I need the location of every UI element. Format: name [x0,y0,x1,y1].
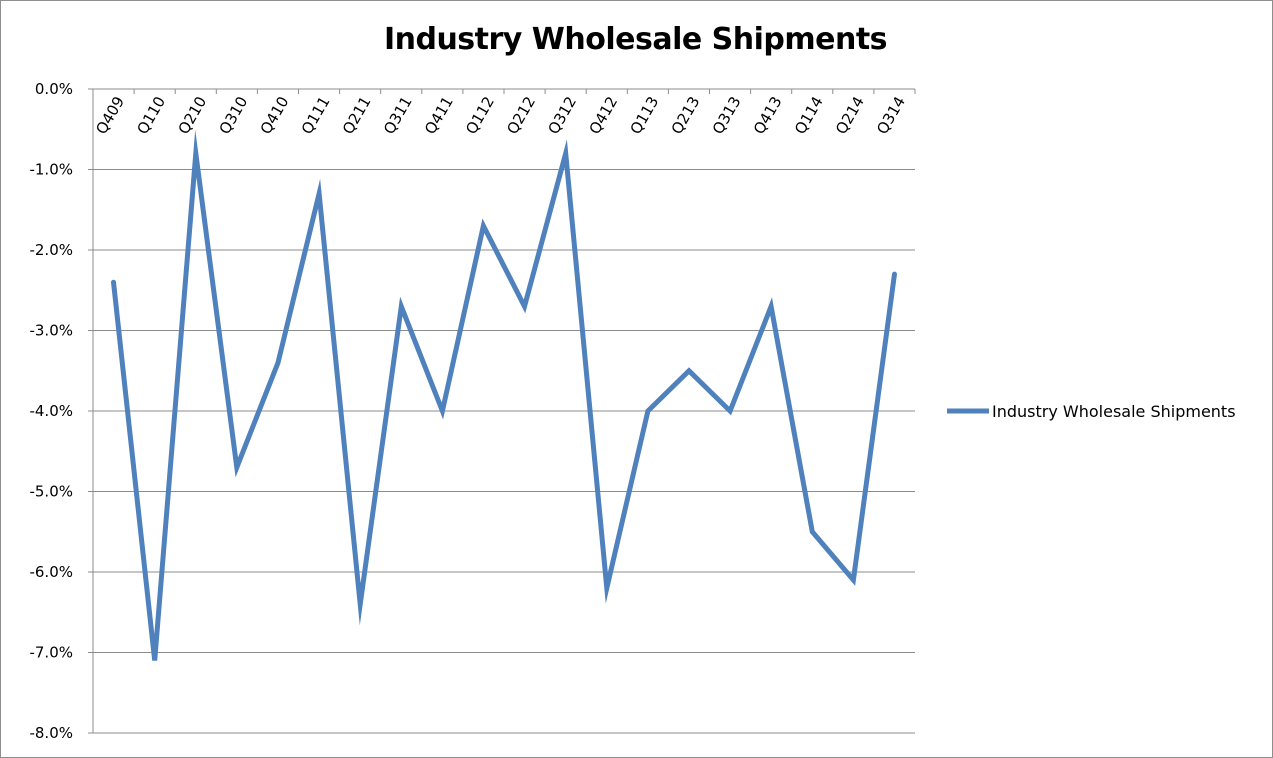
y-tick-label: -1.0% [29,161,73,179]
x-tick-label: Q214 [832,93,868,137]
x-tick-label: Q114 [791,93,827,137]
x-tick-label: Q113 [627,93,663,137]
x-tick-label: Q410 [257,93,293,137]
y-tick-label: -5.0% [29,483,73,501]
y-axis-tick-labels: 0.0% -1.0% -2.0% -3.0% -4.0% -5.0% -6.0% -7.0% -… [29,80,73,742]
x-axis-tick-labels: Q409 Q110 Q210 Q310 Q410 Q111 Q211 Q311 Q411 Q112… [92,93,909,137]
x-tick-label: Q211 [339,93,375,137]
x-tick-label: Q412 [585,93,621,137]
y-tick-label: -8.0% [29,724,73,742]
chart-title: Industry Wholesale Shipments [383,22,888,57]
x-tick-label: Q111 [298,93,334,137]
x-tick-label: Q413 [750,93,786,137]
legend-label: Industry Wholesale Shipments [992,402,1236,421]
x-tick-label: Q313 [709,93,745,137]
x-tick-label: Q110 [133,93,169,137]
x-tick-label: Q310 [216,93,252,137]
x-tick-label: Q112 [462,93,498,137]
x-tick-label: Q312 [544,93,580,137]
y-tick-label: -6.0% [29,563,73,581]
series-lines [111,129,897,661]
y-tick-label: -4.0% [29,402,73,420]
legend: Industry Wholesale Shipments [947,402,1236,421]
x-tick-label: Q314 [873,93,909,137]
axes [88,88,916,734]
x-tick-label: Q409 [92,93,128,137]
x-tick-label: Q213 [668,93,704,137]
y-tick-label: -7.0% [29,644,73,662]
y-tick-label: -2.0% [29,241,73,259]
x-tick-label: Q311 [380,93,416,137]
series-line [111,129,897,661]
x-tick-label: Q411 [421,93,457,137]
y-tick-label: 0.0% [35,80,73,98]
x-tick-label: Q212 [503,93,539,137]
x-tick-label: Q210 [174,93,210,137]
y-tick-label: -3.0% [29,322,73,340]
